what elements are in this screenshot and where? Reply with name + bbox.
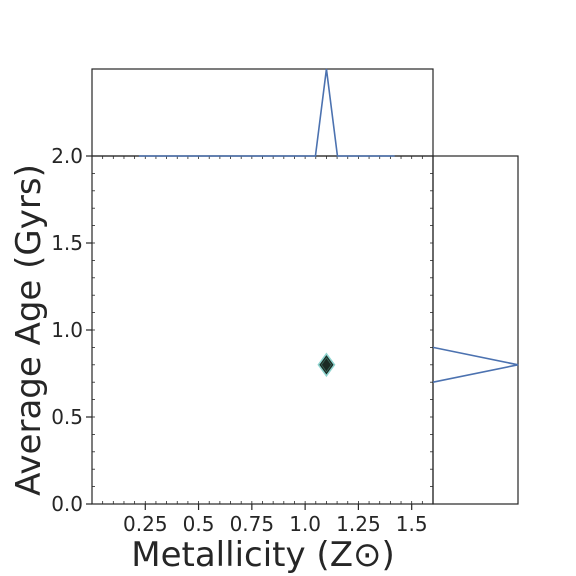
x-tick-label: 0.75 <box>230 512 275 536</box>
x-tick-label: 0.5 <box>183 512 215 536</box>
y-tick-label: 2.0 <box>51 144 83 168</box>
x-tick-label: 1.0 <box>289 512 321 536</box>
main-minor-ticks <box>92 156 433 504</box>
main-plot-frame <box>92 156 433 504</box>
main-x-ticks: 0.25 0.5 0.75 1.0 1.25 1.5 <box>123 504 428 536</box>
y-tick-label: 0.5 <box>51 405 83 429</box>
top-marginal-frame <box>92 69 433 156</box>
top-marginal-line <box>139 69 395 156</box>
y-tick-label: 0.0 <box>51 492 83 516</box>
main-y-ticks: 0.0 0.5 1.0 1.5 2.0 <box>51 144 92 516</box>
x-axis-label: Metallicity (Z⊙) <box>131 535 394 575</box>
main-points <box>318 354 334 376</box>
right-marginal-frame <box>433 156 518 504</box>
x-tick-label: 1.25 <box>336 512 381 536</box>
y-tick-label: 1.5 <box>51 231 83 255</box>
x-tick-label: 0.25 <box>123 512 168 536</box>
right-marginal-line <box>433 347 518 382</box>
x-tick-label: 1.5 <box>396 512 428 536</box>
y-tick-label: 1.0 <box>51 318 83 342</box>
data-point-diamond <box>318 354 334 376</box>
y-axis-label: Average Age (Gyrs) <box>9 164 49 496</box>
